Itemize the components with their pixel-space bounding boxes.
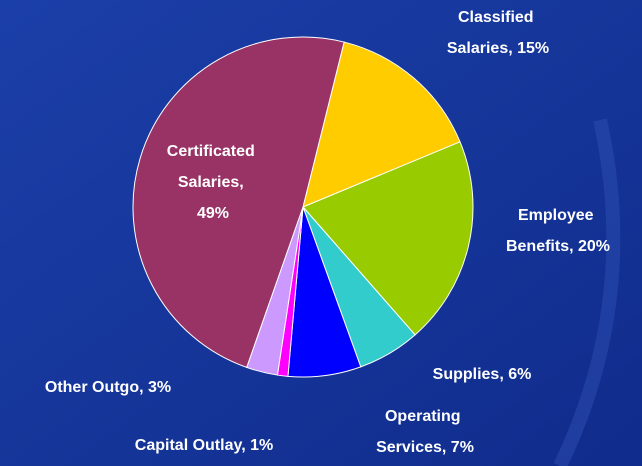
- slice-label: Capital Outlay, 1%: [135, 437, 273, 454]
- slice-label: Certificated Salaries, 49%: [167, 143, 259, 222]
- pie-slice: [302, 141, 474, 336]
- label-line: Operating: [385, 408, 465, 425]
- label-line: Certificated: [167, 143, 259, 160]
- decoration: [553, 118, 621, 466]
- label-line: 49%: [197, 205, 229, 222]
- label-line: Salaries,: [178, 174, 248, 191]
- slice-label: Other Outgo, 3%: [45, 379, 171, 396]
- pie-slice: [302, 41, 461, 208]
- label-line: Benefits, 20%: [506, 238, 610, 255]
- pie-slice: [132, 36, 345, 369]
- label-line: Other Outgo, 3%: [45, 379, 171, 396]
- label-line: Classified: [458, 9, 538, 26]
- slice-label: Supplies, 6%: [433, 366, 532, 383]
- label-line: Employee: [518, 207, 598, 224]
- slice-label: Classified Salaries, 15%: [447, 9, 549, 57]
- label-line: Supplies, 6%: [433, 366, 532, 383]
- slice-label: Operating Services, 7%: [376, 408, 474, 456]
- label-line: Services, 7%: [376, 439, 474, 456]
- label-line: Capital Outlay, 1%: [135, 437, 273, 454]
- label-line: Salaries, 15%: [447, 40, 549, 57]
- slice-label: Employee Benefits, 20%: [506, 207, 610, 255]
